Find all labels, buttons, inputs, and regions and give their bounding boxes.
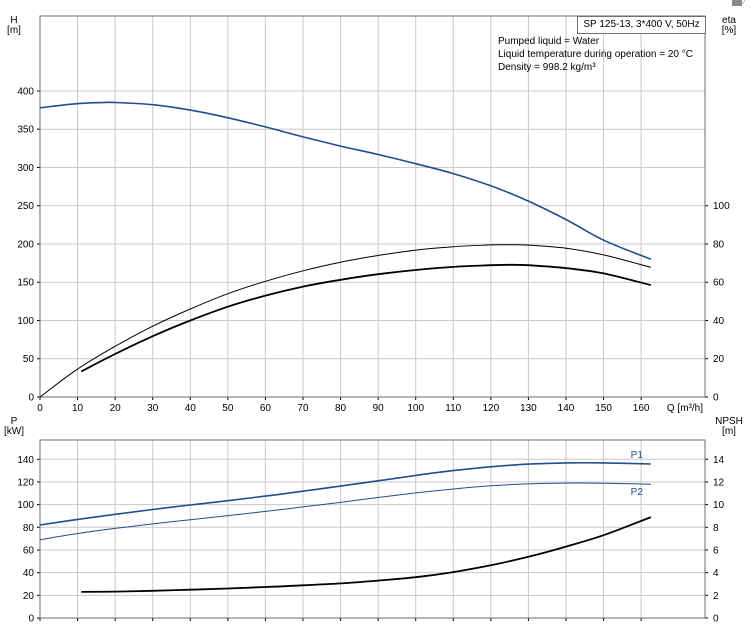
series-line (81, 516, 652, 593)
y-left-tick-label: 150 (17, 278, 34, 289)
series-line (39, 244, 652, 398)
series-line (80, 263, 652, 373)
y-left-tick-label: 20 (23, 591, 35, 602)
x-tick-label: 30 (147, 403, 159, 414)
y-right-axis-label: eta (722, 15, 736, 26)
y-left-tick-label: 100 (17, 500, 34, 511)
y-left-tick-label: 100 (17, 316, 34, 327)
x-tick-label: 90 (373, 403, 385, 414)
y-right-tick-label: 40 (713, 316, 725, 327)
y-right-tick-label: 60 (713, 278, 725, 289)
y-right-tick-label: 8 (713, 523, 719, 534)
y-right-tick-label: 20 (713, 354, 725, 365)
pump-title-box: SP 125-13, 3*400 V, 50Hz (577, 16, 706, 34)
y-left-tick-label: 200 (17, 239, 34, 250)
y-left-tick-label: 0 (28, 614, 34, 625)
y-left-tick-label: 40 (23, 568, 35, 579)
series-line-p2 (39, 482, 651, 541)
y-left-tick-label: 0 (28, 393, 34, 404)
series-line (39, 101, 652, 261)
y-right-axis-label: [%] (722, 25, 737, 36)
series-label-p1: P1 (631, 450, 644, 461)
y-left-tick-label: 250 (17, 201, 34, 212)
y-right-tick-label: 100 (713, 201, 730, 212)
y-left-tick-label: 140 (17, 455, 34, 466)
corner-slash-icon: ⁄ (744, 0, 746, 6)
y-left-tick-label: 50 (23, 354, 35, 365)
y-right-tick-label: 14 (713, 455, 725, 466)
x-tick-label: 10 (72, 403, 84, 414)
x-tick-label: 80 (335, 403, 347, 414)
y-left-tick-label: 300 (17, 163, 34, 174)
y-right-tick-label: 0 (713, 393, 719, 404)
y-right-tick-label: 80 (713, 239, 725, 250)
pumped-liquid-text: Pumped liquid = Water (498, 36, 600, 47)
y-right-tick-label: 12 (713, 477, 725, 488)
x-tick-label: 120 (483, 403, 500, 414)
y-left-tick-label: 400 (17, 86, 34, 97)
x-tick-label: 110 (445, 403, 461, 414)
x-tick-label: 130 (520, 403, 537, 414)
y-right-tick-label: 6 (713, 545, 719, 556)
y-left-tick-label: 120 (17, 477, 34, 488)
x-tick-label: 70 (297, 403, 309, 414)
corner-mark-icon (732, 0, 742, 6)
x-axis-label: Q [m³/h] (667, 403, 703, 414)
y-right-axis-label: NPSH (715, 416, 743, 427)
x-tick-label: 50 (222, 403, 234, 414)
x-tick-label: 160 (633, 403, 650, 414)
y-left-tick-label: 60 (23, 545, 35, 556)
x-tick-label: 140 (558, 403, 575, 414)
series-line-p1 (39, 461, 651, 526)
y-right-tick-label: 10 (713, 500, 725, 511)
plot-frame (39, 439, 706, 619)
y-right-tick-label: 0 (713, 614, 719, 625)
x-tick-label: 20 (110, 403, 122, 414)
x-tick-label: 60 (260, 403, 272, 414)
y-right-tick-label: 2 (713, 591, 719, 602)
series-label-p2: P2 (631, 487, 644, 498)
liquid-temperature-text: Liquid temperature during operation = 20… (498, 49, 693, 60)
y-left-axis-label: [kW] (4, 426, 24, 437)
y-left-axis-label: P (11, 416, 18, 427)
y-right-tick-label: 4 (713, 568, 719, 579)
y-left-tick-label: 80 (23, 523, 35, 534)
y-right-axis-label: [m] (722, 426, 736, 437)
density-text: Density = 998.2 kg/m³ (498, 62, 596, 73)
y-left-axis-label: H (10, 15, 17, 26)
y-left-tick-label: 350 (17, 125, 34, 136)
x-tick-label: 40 (185, 403, 197, 414)
x-tick-label: 150 (595, 403, 612, 414)
x-tick-label: 0 (37, 403, 43, 414)
y-left-axis-label: [m] (7, 25, 21, 36)
x-tick-label: 100 (407, 403, 424, 414)
plot-frame (39, 15, 706, 398)
